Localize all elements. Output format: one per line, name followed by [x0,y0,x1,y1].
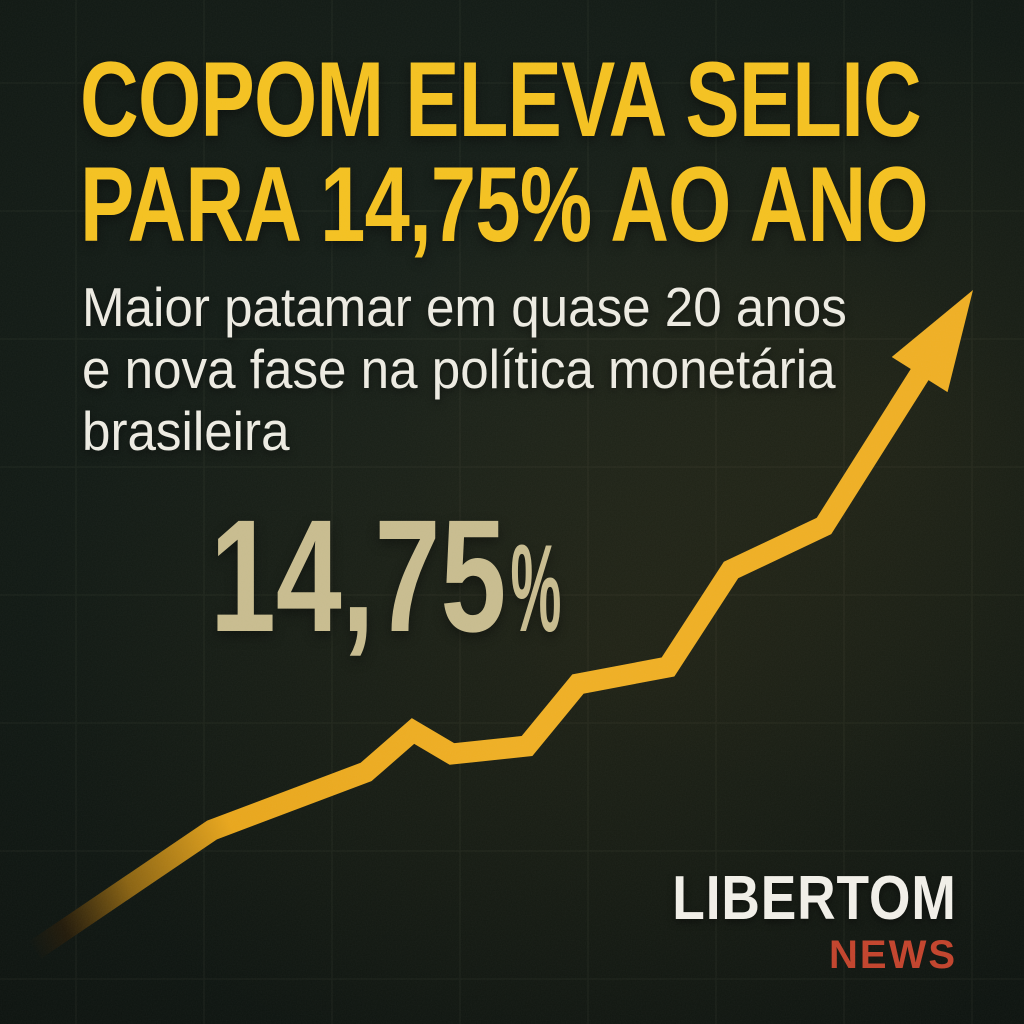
arrow-up-icon [891,290,973,393]
selic-trend-line [29,358,935,959]
